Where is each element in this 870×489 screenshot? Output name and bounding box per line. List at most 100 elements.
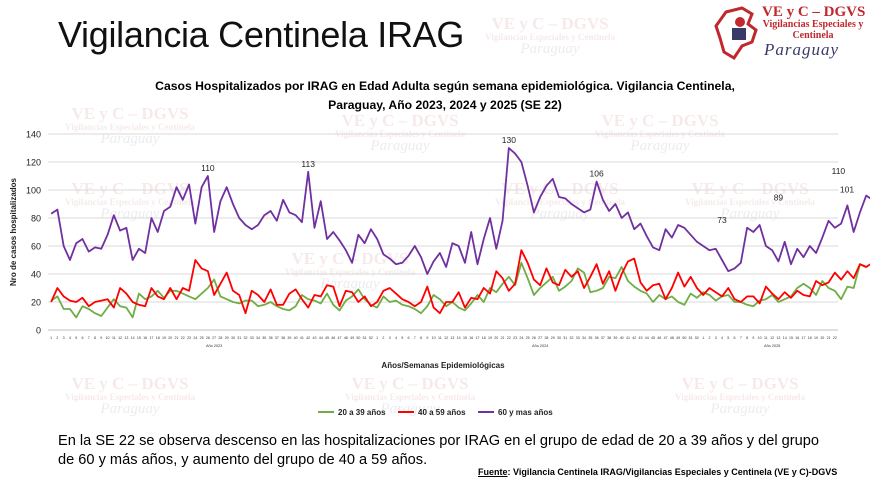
x-tick-label: 45 [651, 336, 655, 340]
x-tick-label: 48 [670, 336, 674, 340]
x-tick-label: 30 [231, 336, 235, 340]
chart-title-line2: Paraguay, Año 2023, 2024 y 2025 (SE 22) [328, 98, 562, 112]
x-tick-label: 8 [420, 336, 422, 340]
y-tick-label: 0 [36, 326, 41, 336]
x-tick-label: 39 [613, 336, 617, 340]
x-tick-label: 20 [168, 336, 172, 340]
x-tick-label: 39 [287, 336, 291, 340]
y-tick-label: 20 [31, 298, 41, 308]
x-tick-label: 4 [395, 336, 397, 340]
logo-subtitle: Vigilancias Especiales y Centinela [762, 19, 864, 41]
x-tick-label: 19 [488, 336, 492, 340]
x-tick-label: 23 [513, 336, 517, 340]
series-line [50, 261, 867, 319]
year-label: Año 2024 [532, 344, 548, 348]
x-tick-label: 12 [770, 336, 774, 340]
x-tick-label: 14 [783, 336, 787, 340]
x-tick-label: 2 [56, 336, 58, 340]
x-tick-label: 31 [563, 336, 567, 340]
x-tick-label: 47 [338, 336, 342, 340]
x-tick-label: 46 [331, 336, 335, 340]
x-tick-label: 7 [88, 336, 90, 340]
x-tick-label: 28 [218, 336, 222, 340]
x-tick-label: 6 [81, 336, 83, 340]
x-tick-label: 3 [63, 336, 65, 340]
x-tick-label: 22 [507, 336, 511, 340]
x-tick-label: 42 [306, 336, 310, 340]
y-tick-label: 40 [31, 270, 41, 280]
x-tick-label: 15 [463, 336, 467, 340]
x-tick-label: 36 [595, 336, 599, 340]
x-tick-label: 13 [124, 336, 128, 340]
x-tick-label: 6 [408, 336, 410, 340]
x-tick-label: 34 [256, 336, 260, 340]
x-tick-label: 35 [588, 336, 592, 340]
x-tick-label: 10 [758, 336, 762, 340]
x-axis-title: Años/Semanas Epidemiológicas [381, 361, 505, 370]
x-tick-label: 26 [206, 336, 210, 340]
x-tick-label: 20 [820, 336, 824, 340]
x-tick-label: 7 [414, 336, 416, 340]
year-label: Año 2025 [764, 344, 780, 348]
x-tick-label: 33 [250, 336, 254, 340]
x-tick-label: 48 [344, 336, 348, 340]
x-tick-label: 25 [526, 336, 530, 340]
x-tick-label: 2 [382, 336, 384, 340]
x-tick-label: 28 [544, 336, 548, 340]
x-tick-label: 14 [131, 336, 135, 340]
legend-label: 40 a 59 años [418, 408, 466, 417]
chart-title: Casos Hospitalizados por IRAG en Edad Ad… [120, 77, 770, 115]
x-tick-label: 12 [444, 336, 448, 340]
x-tick-label: 44 [645, 336, 649, 340]
x-tick-label: 10 [106, 336, 110, 340]
x-tick-label: 37 [275, 336, 279, 340]
source-text: : Vigilancia Centinela IRAG/Vigilancias … [507, 467, 838, 477]
summary-note: En la SE 22 se observa descenso en las h… [58, 433, 819, 468]
x-tick-label: 17 [802, 336, 806, 340]
x-tick-label: 12 [118, 336, 122, 340]
y-tick-label: 80 [31, 214, 41, 224]
x-tick-label: 31 [237, 336, 241, 340]
data-label: 110 [832, 166, 846, 176]
x-tick-label: 21 [175, 336, 179, 340]
x-tick-label: 18 [482, 336, 486, 340]
x-tick-label: 23 [187, 336, 191, 340]
x-tick-label: 18 [808, 336, 812, 340]
x-tick-label: 45 [325, 336, 329, 340]
x-tick-label: 4 [69, 336, 71, 340]
x-tick-label: 2 [708, 336, 710, 340]
x-tick-label: 37 [601, 336, 605, 340]
data-label: 113 [301, 159, 315, 169]
x-tick-label: 34 [582, 336, 586, 340]
x-tick-label: 8 [94, 336, 96, 340]
y-tick-label: 60 [31, 242, 41, 252]
x-tick-label: 43 [312, 336, 316, 340]
x-tick-label: 16 [795, 336, 799, 340]
y-tick-label: 120 [26, 158, 41, 168]
x-tick-label: 19 [814, 336, 818, 340]
x-tick-label: 26 [532, 336, 536, 340]
x-tick-label: 49 [350, 336, 354, 340]
x-tick-label: 19 [162, 336, 166, 340]
x-tick-label: 32 [570, 336, 574, 340]
x-tick-label: 11 [438, 336, 442, 340]
series-line [50, 249, 870, 315]
x-tick-label: 24 [193, 336, 197, 340]
data-label: 106 [590, 169, 604, 179]
x-tick-label: 18 [156, 336, 160, 340]
x-tick-label: 21 [501, 336, 505, 340]
data-label: 101 [840, 185, 854, 195]
x-tick-label: 9 [100, 336, 102, 340]
year-label: Año 2023 [206, 344, 222, 348]
x-tick-label: 44 [319, 336, 323, 340]
legend-label: 20 a 39 años [338, 408, 386, 417]
x-tick-label: 29 [551, 336, 555, 340]
x-tick-label: 36 [269, 336, 273, 340]
page-title: Vigilancia Centinela IRAG [58, 14, 465, 55]
data-label: 110 [201, 163, 215, 173]
x-tick-label: 50 [682, 336, 686, 340]
data-label: 130 [502, 135, 516, 145]
x-tick-label: 41 [626, 336, 630, 340]
x-tick-label: 52 [369, 336, 373, 340]
x-tick-label: 20 [494, 336, 498, 340]
